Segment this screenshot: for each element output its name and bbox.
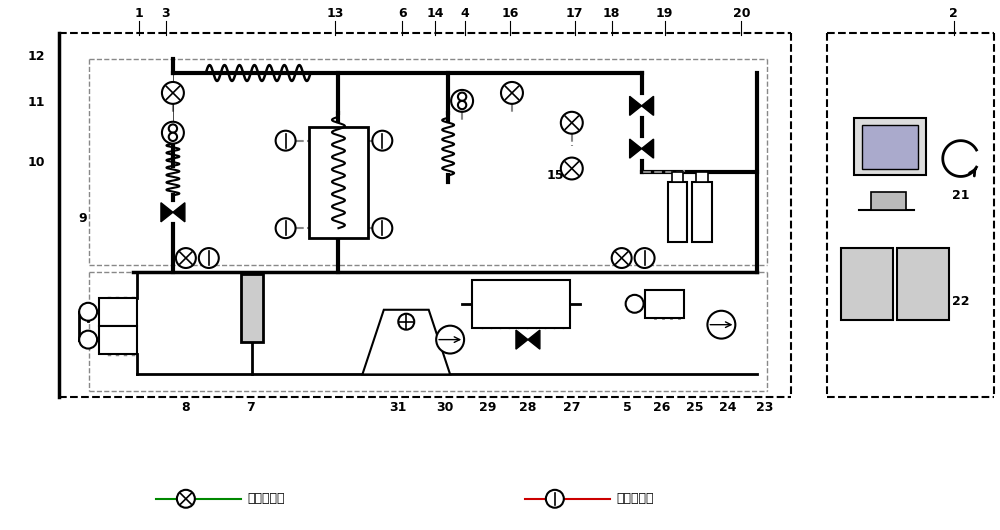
Polygon shape	[642, 96, 654, 116]
Bar	[841, 248, 893, 320]
Polygon shape	[630, 139, 642, 158]
Bar	[862, 125, 918, 169]
Bar	[99, 298, 137, 325]
Text: 23: 23	[756, 401, 773, 414]
Text: 11: 11	[28, 96, 45, 109]
Circle shape	[162, 82, 184, 104]
Text: 24: 24	[719, 401, 736, 414]
Circle shape	[707, 311, 735, 339]
Bar	[696, 172, 708, 182]
Text: 4: 4	[461, 7, 469, 20]
Circle shape	[501, 82, 523, 104]
Polygon shape	[642, 139, 654, 158]
Text: 15: 15	[546, 169, 564, 182]
Text: 17: 17	[566, 7, 584, 20]
Polygon shape	[528, 330, 540, 349]
Text: 16: 16	[501, 7, 519, 20]
Polygon shape	[516, 330, 528, 349]
Circle shape	[612, 248, 632, 268]
Bar	[854, 118, 926, 175]
Text: 30: 30	[436, 401, 454, 414]
Circle shape	[162, 122, 184, 144]
Text: 7: 7	[246, 401, 255, 414]
Circle shape	[372, 218, 392, 238]
Bar	[472, 280, 570, 328]
Bar	[871, 192, 906, 210]
Polygon shape	[173, 203, 185, 222]
Text: 19: 19	[656, 7, 673, 20]
Text: 29: 29	[479, 401, 497, 414]
Text: 10: 10	[28, 156, 45, 169]
Bar	[645, 290, 684, 317]
Circle shape	[458, 93, 466, 101]
Text: 25: 25	[686, 401, 703, 414]
Text: 27: 27	[563, 401, 581, 414]
Text: 12: 12	[28, 50, 45, 63]
Text: 18: 18	[603, 7, 620, 20]
Circle shape	[276, 131, 296, 151]
Text: 22: 22	[952, 295, 969, 308]
Circle shape	[546, 490, 564, 508]
Circle shape	[458, 101, 466, 109]
Circle shape	[561, 157, 583, 180]
Circle shape	[176, 248, 196, 268]
Text: 20: 20	[733, 7, 750, 20]
Circle shape	[177, 490, 195, 508]
Bar	[309, 127, 368, 238]
Text: 2: 2	[949, 7, 958, 20]
Bar	[241, 274, 263, 342]
Bar	[672, 172, 683, 182]
Text: 1: 1	[135, 7, 143, 20]
Circle shape	[79, 331, 97, 349]
Text: 31: 31	[390, 401, 407, 414]
Circle shape	[626, 295, 644, 313]
Text: 14: 14	[426, 7, 444, 20]
Text: 21: 21	[952, 189, 969, 202]
Circle shape	[276, 218, 296, 238]
Text: 28: 28	[519, 401, 537, 414]
Bar	[692, 182, 712, 242]
Circle shape	[398, 314, 414, 330]
Text: 13: 13	[327, 7, 344, 20]
Circle shape	[451, 90, 473, 112]
Circle shape	[436, 325, 464, 354]
Bar	[897, 248, 949, 320]
Polygon shape	[161, 203, 173, 222]
Text: 5: 5	[623, 401, 632, 414]
Text: 9: 9	[79, 212, 87, 225]
Circle shape	[635, 248, 655, 268]
Text: 压力传感器: 压力传感器	[248, 492, 285, 505]
Text: 温度传感器: 温度传感器	[617, 492, 654, 505]
Circle shape	[372, 131, 392, 151]
Circle shape	[561, 112, 583, 134]
Bar	[668, 182, 687, 242]
Text: 3: 3	[162, 7, 170, 20]
Circle shape	[79, 303, 97, 321]
Text: 26: 26	[653, 401, 670, 414]
Circle shape	[199, 248, 219, 268]
Polygon shape	[630, 96, 642, 116]
Circle shape	[169, 125, 177, 132]
Polygon shape	[362, 310, 450, 374]
Bar	[99, 325, 137, 354]
Text: 6: 6	[398, 7, 407, 20]
Text: 8: 8	[182, 401, 190, 414]
Circle shape	[169, 132, 177, 141]
